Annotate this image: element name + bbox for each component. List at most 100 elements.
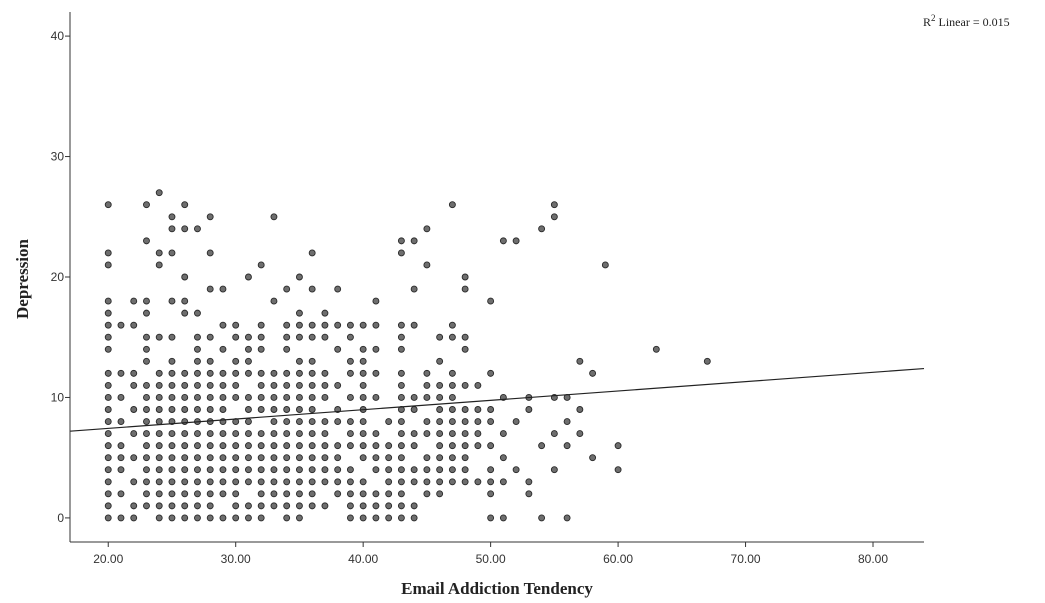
data-point bbox=[321, 309, 329, 317]
data-point bbox=[219, 430, 227, 438]
data-point bbox=[130, 369, 138, 377]
data-point bbox=[321, 478, 329, 486]
data-point bbox=[308, 381, 316, 389]
data-point bbox=[257, 381, 265, 389]
y-tick-label: 20 bbox=[51, 270, 65, 284]
data-point bbox=[487, 478, 495, 486]
data-point bbox=[194, 490, 201, 498]
data-point bbox=[143, 345, 150, 353]
data-point bbox=[283, 466, 291, 474]
data-point bbox=[130, 454, 138, 462]
data-point bbox=[295, 514, 303, 522]
data-point bbox=[512, 418, 520, 425]
data-point bbox=[295, 406, 303, 413]
data-point bbox=[461, 418, 469, 425]
data-point bbox=[397, 381, 405, 389]
data-point bbox=[474, 381, 482, 389]
data-point bbox=[423, 466, 431, 474]
data-point bbox=[168, 490, 176, 498]
data-point bbox=[270, 369, 278, 377]
y-tick-label: 30 bbox=[51, 150, 65, 164]
data-point bbox=[499, 454, 507, 462]
data-point bbox=[436, 333, 444, 341]
data-point bbox=[410, 502, 418, 510]
data-point bbox=[104, 514, 112, 522]
data-point bbox=[601, 261, 609, 269]
data-point bbox=[436, 357, 444, 365]
data-point bbox=[104, 478, 112, 486]
data-point bbox=[194, 381, 201, 389]
data-point bbox=[155, 394, 163, 401]
data-point bbox=[219, 478, 227, 486]
data-point bbox=[168, 357, 176, 365]
x-tick-label: 80.00 bbox=[858, 552, 888, 566]
data-point bbox=[461, 345, 469, 353]
data-point bbox=[487, 442, 495, 450]
data-point bbox=[143, 394, 150, 401]
data-point bbox=[397, 430, 405, 438]
data-point bbox=[206, 454, 214, 462]
data-point bbox=[410, 406, 418, 413]
data-point bbox=[181, 406, 189, 413]
data-point bbox=[270, 213, 278, 221]
data-point bbox=[181, 514, 189, 522]
data-point bbox=[194, 406, 201, 413]
data-point bbox=[410, 285, 418, 293]
data-point bbox=[206, 285, 214, 293]
data-point bbox=[397, 454, 405, 462]
data-point bbox=[181, 418, 189, 425]
data-point bbox=[308, 490, 316, 498]
data-point bbox=[423, 381, 431, 389]
data-point bbox=[155, 261, 163, 269]
data-point bbox=[346, 394, 354, 401]
data-point bbox=[244, 514, 252, 522]
data-point bbox=[308, 369, 316, 377]
data-point bbox=[117, 369, 125, 377]
data-point bbox=[130, 514, 138, 522]
data-point bbox=[104, 418, 112, 425]
data-point bbox=[461, 478, 469, 486]
data-point bbox=[461, 442, 469, 450]
data-point bbox=[436, 442, 444, 450]
data-point bbox=[372, 321, 380, 329]
data-point bbox=[321, 454, 329, 462]
data-point bbox=[155, 249, 163, 257]
data-point bbox=[257, 406, 265, 413]
data-point bbox=[181, 490, 189, 498]
data-point bbox=[219, 345, 227, 353]
data-point bbox=[244, 442, 252, 450]
data-point bbox=[334, 490, 342, 498]
data-point bbox=[512, 237, 520, 245]
data-point bbox=[155, 502, 163, 510]
data-point bbox=[359, 490, 367, 498]
data-point bbox=[346, 321, 354, 329]
data-point bbox=[155, 454, 163, 462]
data-point bbox=[346, 490, 354, 498]
data-point bbox=[448, 333, 456, 341]
data-point bbox=[244, 418, 252, 425]
data-point bbox=[104, 369, 112, 377]
data-point bbox=[525, 406, 533, 413]
data-point bbox=[576, 430, 584, 438]
data-point bbox=[397, 442, 405, 450]
data-point bbox=[143, 357, 150, 365]
data-point bbox=[104, 442, 112, 450]
data-point bbox=[155, 333, 163, 341]
data-point bbox=[104, 321, 112, 329]
data-point bbox=[117, 466, 125, 474]
data-point bbox=[104, 454, 112, 462]
data-point bbox=[436, 454, 444, 462]
data-point bbox=[194, 225, 201, 233]
data-point bbox=[155, 442, 163, 450]
data-point bbox=[232, 369, 240, 377]
data-point bbox=[295, 430, 303, 438]
data-point bbox=[257, 466, 265, 474]
data-point bbox=[244, 478, 252, 486]
data-point bbox=[652, 345, 660, 353]
data-point bbox=[257, 502, 265, 510]
data-point bbox=[270, 418, 278, 425]
data-point bbox=[321, 442, 329, 450]
data-point bbox=[104, 394, 112, 401]
data-point bbox=[346, 466, 354, 474]
data-point bbox=[589, 369, 597, 377]
